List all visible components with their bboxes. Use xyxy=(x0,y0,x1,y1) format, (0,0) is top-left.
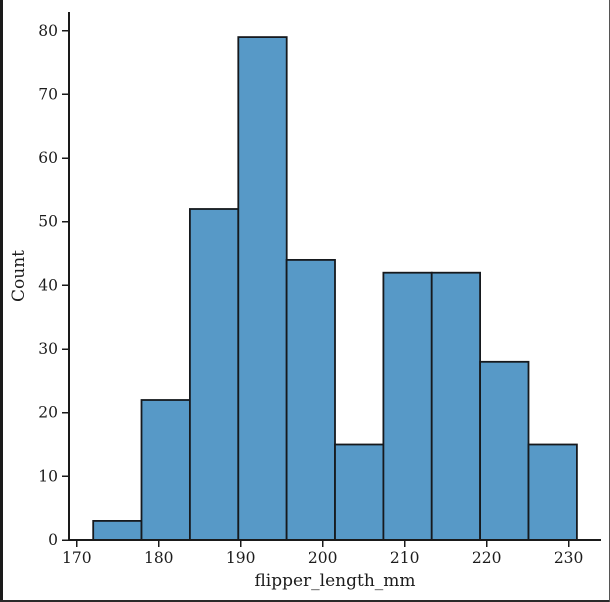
y-tick-label: 80 xyxy=(38,22,58,40)
y-tick-label: 40 xyxy=(38,276,58,294)
histogram-bar xyxy=(334,443,385,541)
x-tick-label: 200 xyxy=(308,549,338,567)
x-tick-label: 180 xyxy=(144,549,174,567)
window-border-left xyxy=(0,0,3,602)
y-tick-label: 20 xyxy=(38,404,58,422)
y-axis-label: Count xyxy=(9,250,29,302)
y-tick-label: 30 xyxy=(38,340,58,358)
x-tick-label: 210 xyxy=(390,549,420,567)
histogram-bar xyxy=(430,271,482,541)
x-axis-label: flipper_length_mm xyxy=(254,571,416,591)
histogram-bar xyxy=(237,36,288,541)
y-tick-label: 10 xyxy=(38,467,58,485)
y-tick-label: 70 xyxy=(38,85,58,103)
x-tick-label: 230 xyxy=(554,549,584,567)
histogram-bar xyxy=(188,208,240,541)
histogram-bar xyxy=(92,520,143,541)
x-tick-label: 220 xyxy=(472,549,502,567)
histogram-bar xyxy=(140,399,191,541)
histogram-bar xyxy=(479,360,530,541)
x-tick-label: 170 xyxy=(62,549,92,567)
window-border-bottom xyxy=(0,600,610,602)
y-tick-label: 50 xyxy=(38,213,58,231)
y-tick-label: 0 xyxy=(48,531,58,549)
histogram-bar xyxy=(285,258,336,541)
histogram-bar xyxy=(382,271,433,541)
histogram-bar xyxy=(527,443,578,541)
y-tick-label: 60 xyxy=(38,149,58,167)
x-tick-label: 190 xyxy=(226,549,256,567)
